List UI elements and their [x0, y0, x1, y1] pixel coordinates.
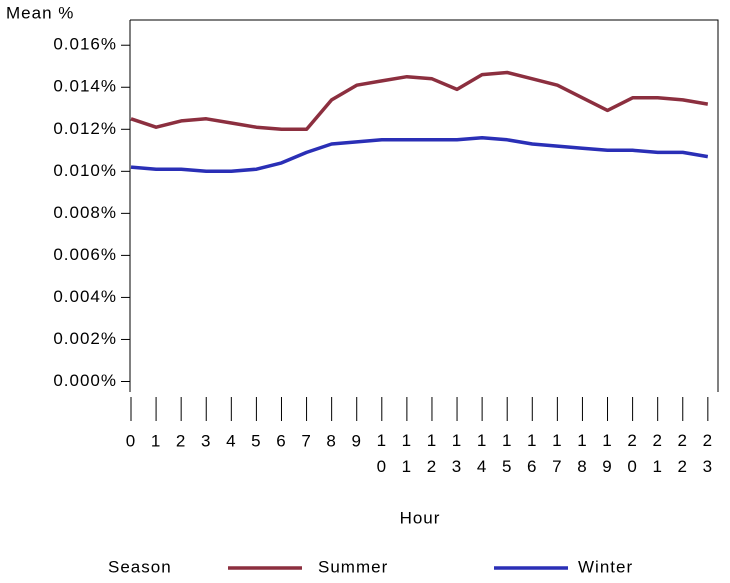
legend-title: Season	[108, 557, 172, 576]
x-tick-label: 1	[151, 431, 161, 450]
x-tick-label: 3	[201, 431, 211, 450]
legend-label: Summer	[318, 557, 388, 576]
y-tick-label: 0.006%	[53, 245, 117, 264]
x-tick-label: 4	[226, 431, 236, 450]
y-tick-label: 0.012%	[53, 119, 117, 138]
x-tick-label: 2	[176, 431, 186, 450]
x-tick-label: 6	[276, 431, 286, 450]
y-tick-label: 0.002%	[53, 329, 117, 348]
series-line	[130, 70, 709, 132]
legend-label: Winter	[578, 557, 633, 576]
x-axis-title: Hour	[400, 508, 441, 527]
x-tick-label: 7	[301, 431, 311, 450]
y-tick-label: 0.004%	[53, 287, 117, 306]
x-tick-label: 5	[251, 431, 261, 450]
x-tick-label: 0	[126, 431, 136, 450]
y-tick-label: 0.016%	[53, 35, 117, 54]
y-tick-label: 0.014%	[53, 77, 117, 96]
x-tick-label: 9	[351, 431, 361, 450]
y-axis-title: Mean %	[6, 3, 74, 22]
y-tick-label: 0.000%	[53, 371, 117, 390]
x-tick-label: 8	[326, 431, 336, 450]
y-tick-label: 0.010%	[53, 161, 117, 180]
y-tick-label: 0.008%	[53, 203, 117, 222]
series-line	[130, 135, 709, 174]
plot-frame	[130, 19, 719, 392]
